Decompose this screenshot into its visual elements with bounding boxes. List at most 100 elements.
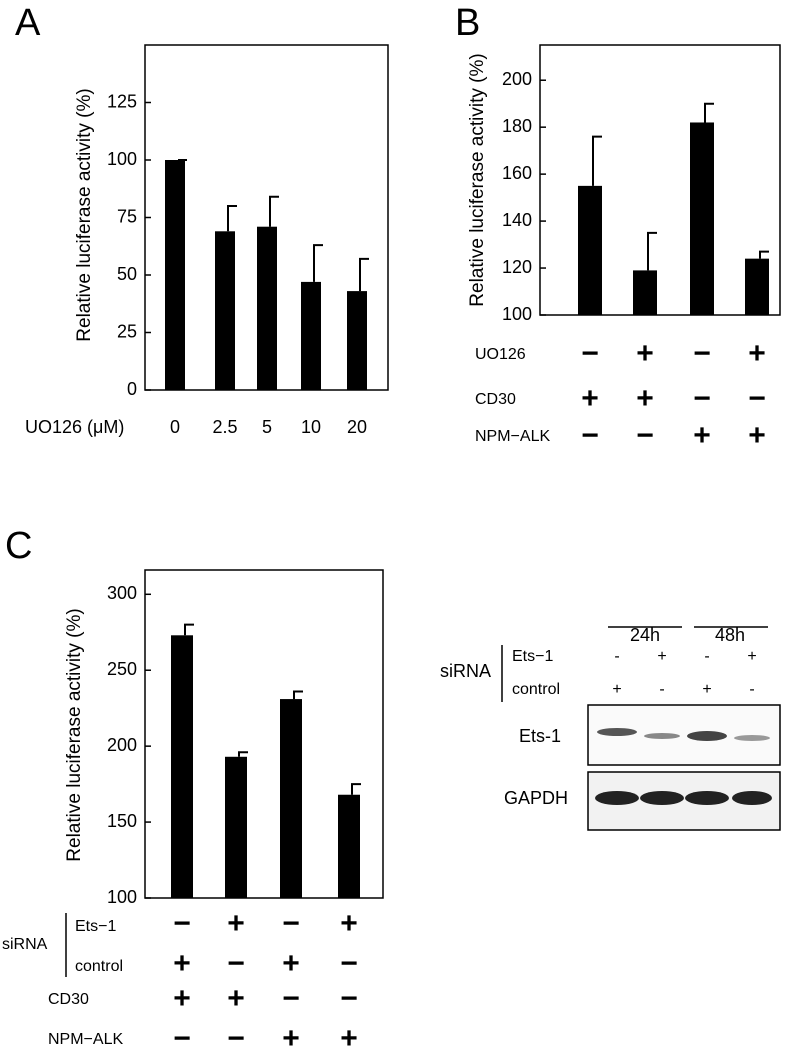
sign: + [636,337,654,370]
bar [633,270,657,315]
sign: − [340,982,358,1015]
y-axis-title: Relative luciferase activity (%) [64,608,85,861]
bar [225,756,247,898]
panel-label: B [455,2,480,44]
bar [165,160,185,390]
sign: + [702,681,711,698]
bar [257,226,277,390]
time-label: 24h [630,625,660,645]
row-label: Ets−1 [512,648,553,665]
y-tick-label: 50 [117,264,137,284]
x-axis-title: UO126 (μM) [25,417,124,437]
row-label: control [512,681,560,698]
sign: − [340,947,358,980]
error-bar [227,205,237,232]
condition-label: NPM−ALK [48,1031,123,1048]
band [732,791,772,805]
condition-label: CD30 [475,391,516,408]
sign: − [227,1022,245,1052]
y-tick-label: 120 [502,257,532,277]
sign: - [614,648,619,665]
sign: + [581,382,599,415]
bar [578,185,602,315]
bar [690,122,714,315]
band [734,735,770,741]
sign: + [657,648,666,665]
bar [347,291,367,390]
sign: − [173,1022,191,1052]
sign: − [581,419,599,452]
x-tick-label: 2.5 [212,417,237,437]
sign: − [581,337,599,370]
condition-label: control [75,958,123,975]
bar [301,281,321,390]
sign: + [693,419,711,452]
error-bar [313,244,323,282]
error-bar [759,250,769,259]
sign: − [282,907,300,940]
band [644,733,680,739]
sign: + [173,947,191,980]
sign: + [612,681,621,698]
y-tick-label: 180 [502,116,532,136]
sign: − [693,382,711,415]
error-bar [592,135,602,186]
sign: + [748,337,766,370]
western-blot: 24h 48h siRNA Ets−1 control Ets-1 GAPDH [440,625,781,831]
y-axis-title: Relative luciferase activity (%) [467,53,488,306]
time-label: 48h [715,625,745,645]
condition-label: NPM−ALK [475,428,550,445]
sign: + [340,1022,358,1052]
sign: + [748,419,766,452]
sign: + [747,648,756,665]
condition-label: CD30 [48,991,89,1008]
sign: − [636,419,654,452]
error-bar [269,195,279,227]
y-tick-label: 75 [117,206,137,226]
band [597,728,637,736]
sign: − [693,337,711,370]
y-tick-label: 125 [107,91,137,111]
sign: + [227,982,245,1015]
error-bar [238,751,248,757]
sign: + [636,382,654,415]
panel-label: A [15,2,41,44]
y-tick-label: 200 [107,735,137,755]
error-bar [351,783,361,795]
x-tick-label: 5 [262,417,272,437]
error-bar [647,231,657,271]
x-tick-label: 10 [301,417,321,437]
x-tick-label: 20 [347,417,367,437]
band [640,791,684,805]
band [687,731,727,741]
condition-label: UO126 [475,346,526,363]
error-bar [359,257,369,292]
sign: + [340,907,358,940]
x-tick-label: 0 [170,417,180,437]
sign: - [704,648,709,665]
y-tick-label: 100 [502,304,532,324]
bar [171,635,193,898]
band-label: Ets-1 [519,726,561,746]
bar [280,699,302,898]
bar [745,258,769,315]
sign: + [282,1022,300,1052]
band [685,791,729,805]
sign: − [748,382,766,415]
y-tick-label: 25 [117,321,137,341]
y-tick-label: 250 [107,659,137,679]
y-tick-label: 0 [127,379,137,399]
sign: + [227,907,245,940]
y-tick-label: 150 [107,811,137,831]
sign: − [282,982,300,1015]
sign: − [173,907,191,940]
y-tick-label: 300 [107,583,137,603]
group-label: siRNA [2,936,48,953]
sign: + [173,982,191,1015]
bar [215,231,235,390]
plot-frame [144,569,384,899]
y-tick-label: 140 [502,210,532,230]
y-tick-label: 160 [502,163,532,183]
y-tick-label: 100 [107,149,137,169]
